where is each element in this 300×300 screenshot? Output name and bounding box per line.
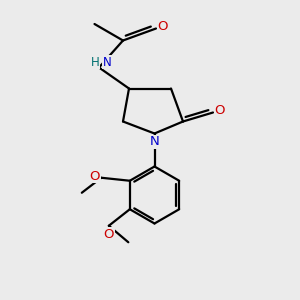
Text: O: O <box>157 20 168 33</box>
Text: H: H <box>91 56 100 69</box>
Text: O: O <box>89 170 100 183</box>
Text: N: N <box>150 135 160 148</box>
Text: O: O <box>214 104 225 118</box>
Text: N: N <box>103 56 112 69</box>
Text: O: O <box>103 228 114 241</box>
